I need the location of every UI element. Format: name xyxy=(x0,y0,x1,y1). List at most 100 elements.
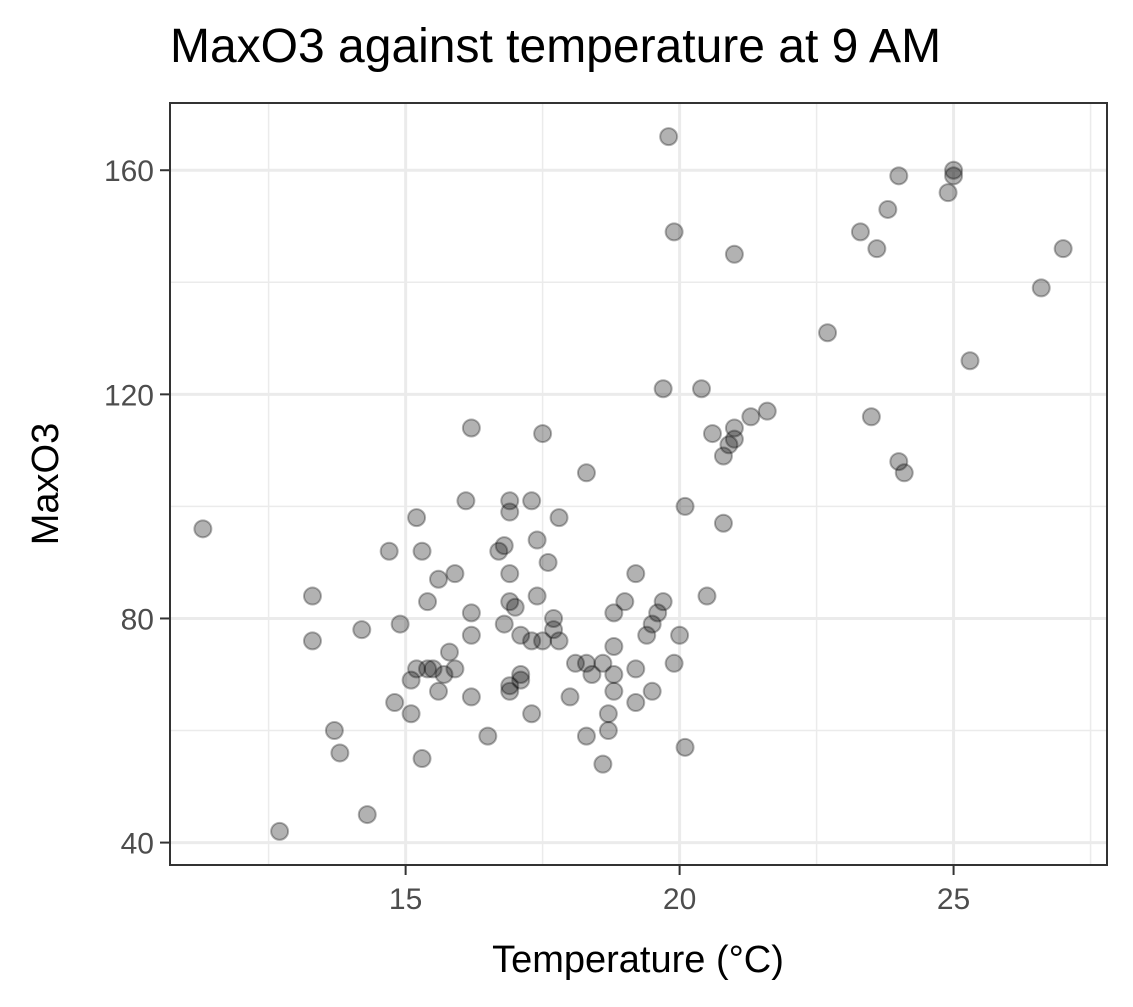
data-point-58 xyxy=(565,653,585,673)
data-point-40 xyxy=(500,681,520,701)
data-point-16 xyxy=(412,749,432,769)
data-point-46 xyxy=(522,631,542,651)
data-point-47 xyxy=(522,704,542,724)
data-point-67 xyxy=(604,603,624,623)
data-point-7 xyxy=(357,805,377,825)
data-point-77 xyxy=(642,681,662,701)
grid-lines xyxy=(170,103,1107,865)
data-point-91 xyxy=(713,513,733,533)
data-point-0 xyxy=(193,519,213,539)
data-point-66 xyxy=(598,721,618,741)
x-tick-label-1: 20 xyxy=(663,883,696,916)
data-point-55 xyxy=(549,508,569,528)
data-point-29 xyxy=(461,625,481,645)
data-point-19 xyxy=(423,659,443,679)
data-point-22 xyxy=(434,665,454,684)
data-point-85 xyxy=(675,496,695,516)
data-point-4 xyxy=(324,721,344,741)
chart-title: MaxO3 against temperature at 9 AM xyxy=(170,20,941,73)
data-point-68 xyxy=(604,636,624,656)
data-point-56 xyxy=(549,631,569,651)
data-point-9 xyxy=(385,693,405,713)
data-point-60 xyxy=(576,653,596,673)
data-point-62 xyxy=(582,665,602,684)
data-point-26 xyxy=(456,491,476,511)
data-point-34 xyxy=(494,614,514,634)
data-point-14 xyxy=(407,659,427,679)
data-point-6 xyxy=(352,620,372,640)
data-point-5 xyxy=(330,743,350,763)
x-axis: 15 20 25 xyxy=(389,865,970,916)
data-point-39 xyxy=(500,676,520,696)
data-point-30 xyxy=(461,687,481,707)
data-point-59 xyxy=(576,463,596,483)
data-point-50 xyxy=(533,424,553,444)
data-point-110 xyxy=(1031,278,1051,298)
data-point-100 xyxy=(861,407,881,427)
data-point-92 xyxy=(719,435,739,455)
data-point-98 xyxy=(818,323,838,343)
data-point-42 xyxy=(511,625,531,645)
data-point-104 xyxy=(889,452,909,472)
data-point-11 xyxy=(401,670,421,690)
data-point-90 xyxy=(713,446,733,466)
data-point-43 xyxy=(511,665,531,684)
data-point-88 xyxy=(697,586,717,606)
data-point-24 xyxy=(445,564,465,584)
data-point-28 xyxy=(461,603,481,623)
y-tick-label-0: 40 xyxy=(121,828,154,861)
data-point-83 xyxy=(664,653,684,673)
data-point-73 xyxy=(626,659,646,679)
plot-panel-border xyxy=(169,102,1108,866)
data-point-45 xyxy=(522,491,542,511)
data-point-99 xyxy=(850,222,870,242)
data-point-76 xyxy=(642,614,662,634)
data-point-78 xyxy=(648,603,668,623)
data-point-81 xyxy=(659,127,679,147)
data-point-35 xyxy=(500,491,520,511)
data-point-84 xyxy=(670,625,690,645)
y-axis: 40 80 120 160 xyxy=(104,155,170,861)
data-point-103 xyxy=(889,166,909,186)
data-point-52 xyxy=(538,552,558,572)
data-point-105 xyxy=(894,463,914,483)
y-axis-title: MaxO3 xyxy=(25,423,67,545)
data-point-71 xyxy=(615,592,635,612)
data-point-8 xyxy=(379,541,399,561)
x-tick-label-2: 25 xyxy=(937,883,970,916)
data-point-86 xyxy=(675,737,695,757)
data-point-61 xyxy=(576,726,596,746)
data-point-44 xyxy=(511,670,531,690)
y-tick-label-1: 80 xyxy=(121,603,154,636)
data-point-101 xyxy=(867,239,887,259)
data-point-38 xyxy=(500,592,520,612)
data-point-69 xyxy=(604,665,624,684)
data-point-80 xyxy=(653,592,673,612)
data-point-37 xyxy=(500,564,520,584)
data-point-1 xyxy=(270,821,290,841)
data-point-87 xyxy=(692,379,712,399)
y-tick-label-3: 160 xyxy=(104,155,154,188)
data-point-74 xyxy=(626,693,646,713)
data-point-93 xyxy=(724,244,744,264)
data-point-51 xyxy=(533,631,553,651)
data-point-27 xyxy=(461,418,481,438)
data-point-89 xyxy=(702,424,722,444)
data-point-94 xyxy=(724,418,744,438)
data-point-72 xyxy=(626,564,646,584)
data-point-36 xyxy=(500,502,520,522)
data-point-75 xyxy=(637,625,657,645)
data-point-15 xyxy=(412,541,432,561)
data-point-20 xyxy=(428,569,448,589)
data-point-32 xyxy=(489,541,509,561)
data-point-41 xyxy=(505,597,525,617)
y-tick-label-2: 120 xyxy=(104,379,154,412)
data-point-97 xyxy=(757,401,777,421)
data-point-108 xyxy=(944,166,964,186)
data-point-111 xyxy=(1053,239,1073,259)
data-point-23 xyxy=(439,642,459,662)
data-point-70 xyxy=(604,681,624,701)
data-point-13 xyxy=(407,508,427,528)
data-points xyxy=(193,127,1073,841)
